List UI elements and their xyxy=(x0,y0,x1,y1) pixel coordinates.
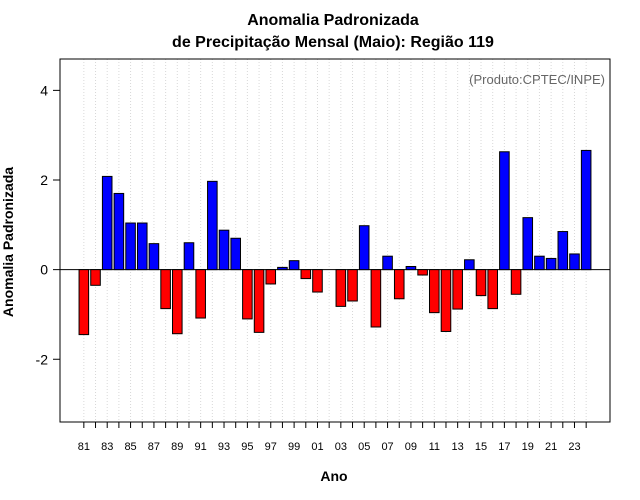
x-tick-label-21: 21 xyxy=(545,441,557,453)
bar-96 xyxy=(253,269,265,333)
bar-89 xyxy=(172,269,183,335)
bars xyxy=(78,149,592,336)
bar-19 xyxy=(522,217,534,271)
bar-11 xyxy=(429,269,440,314)
bar-21 xyxy=(545,257,557,271)
bar-10 xyxy=(417,269,428,276)
y-tick-label--2: -2 xyxy=(36,351,49,367)
bar-22 xyxy=(557,231,569,271)
x-tick-label-11: 11 xyxy=(429,441,440,453)
chart-title: Anomalia Padronizada xyxy=(247,12,419,29)
bar-92 xyxy=(207,180,218,271)
y-axis: -2 0 2 4 xyxy=(36,82,60,367)
grid-lines xyxy=(83,59,587,422)
bar-15 xyxy=(475,269,487,297)
x-tick-label-81: 81 xyxy=(78,441,90,453)
bar-14 xyxy=(464,259,475,271)
bar-04 xyxy=(347,269,358,302)
x-axis-label: Ano xyxy=(320,468,347,484)
y-axis-label: Anomalia Padronizada xyxy=(0,167,16,317)
bar-08 xyxy=(393,269,405,300)
bar-12 xyxy=(440,269,452,332)
bar-24 xyxy=(580,149,592,271)
bar-16 xyxy=(487,269,498,310)
bar-03 xyxy=(335,269,347,307)
x-tick-label-13: 13 xyxy=(452,441,464,453)
bar-91 xyxy=(195,269,206,319)
bar-97 xyxy=(265,269,277,285)
bar-20 xyxy=(534,255,545,271)
x-tick-label-23: 23 xyxy=(568,441,580,453)
x-tick-label-09: 09 xyxy=(405,441,417,453)
bar-18 xyxy=(510,269,522,295)
bar-81 xyxy=(78,269,90,336)
bar-82 xyxy=(90,269,101,286)
bar-99 xyxy=(288,260,300,271)
bar-01 xyxy=(312,269,323,293)
y-tick-label-0: 0 xyxy=(40,262,48,278)
bar-98 xyxy=(277,266,288,271)
bar-05 xyxy=(358,225,370,271)
x-tick-label-05: 05 xyxy=(358,441,370,453)
bar-13 xyxy=(452,269,463,310)
chart-subtitle: de Precipitação Mensal (Maio): Região 11… xyxy=(172,34,494,51)
y-tick-label-2: 2 xyxy=(40,172,48,188)
x-tick-label-17: 17 xyxy=(498,441,510,453)
x-tick-label-15: 15 xyxy=(475,441,487,453)
bar-07 xyxy=(382,255,393,271)
x-tick-label-01: 01 xyxy=(311,441,323,453)
bar-88 xyxy=(160,269,171,310)
bar-95 xyxy=(242,269,253,320)
bar-09 xyxy=(405,265,417,271)
bar-85 xyxy=(125,222,136,271)
bar-90 xyxy=(183,242,195,271)
x-tick-label-89: 89 xyxy=(171,441,183,453)
x-tick-label-95: 95 xyxy=(241,441,253,453)
x-tick-label-93: 93 xyxy=(218,441,230,453)
bar-94 xyxy=(230,237,241,271)
bar-84 xyxy=(113,192,125,271)
y-tick-label-4: 4 xyxy=(40,82,48,98)
plot-area-frame xyxy=(59,58,611,423)
bar-06 xyxy=(370,269,382,328)
bar-23 xyxy=(569,253,580,271)
x-tick-label-91: 91 xyxy=(195,441,207,453)
x-tick-label-97: 97 xyxy=(265,441,277,453)
x-tick-label-07: 07 xyxy=(381,441,393,453)
x-tick-label-03: 03 xyxy=(335,441,347,453)
x-tick-label-99: 99 xyxy=(288,441,300,453)
x-tick-label-87: 87 xyxy=(148,441,160,453)
bar-93 xyxy=(218,229,230,271)
bar-87 xyxy=(148,243,160,271)
x-tick-label-83: 83 xyxy=(101,441,113,453)
bar-00 xyxy=(300,269,312,280)
credit-text: (Produto:CPTEC/INPE) xyxy=(469,72,605,87)
bar-86 xyxy=(136,222,148,271)
x-tick-label-19: 19 xyxy=(522,441,534,453)
bar-83 xyxy=(101,175,113,271)
x-tick-label-85: 85 xyxy=(124,441,136,453)
bar-17 xyxy=(499,151,510,271)
x-axis: 81 83 85 87 89 91 93 95 97 99 01 03 05 07 09 11 13 15 17 19… xyxy=(78,422,587,453)
